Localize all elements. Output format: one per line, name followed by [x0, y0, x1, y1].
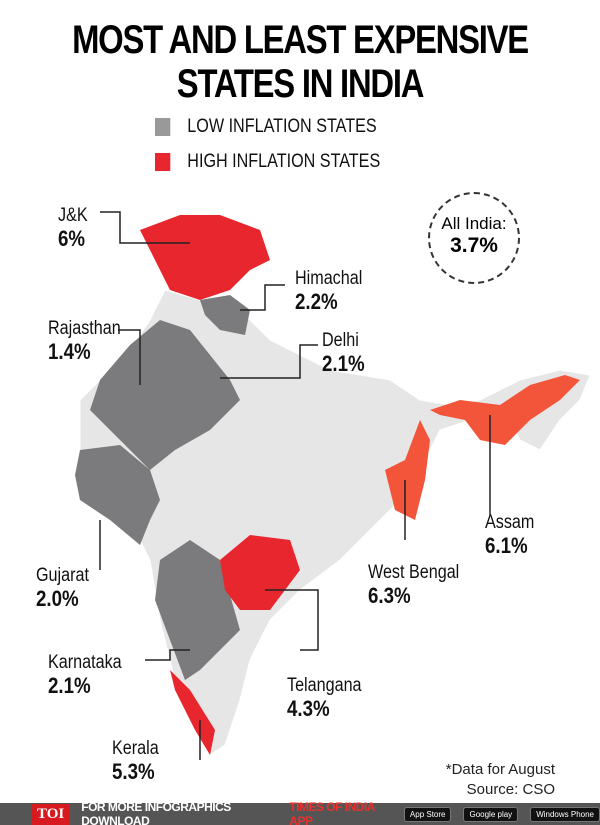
state-west-bengal: [385, 420, 430, 520]
label-rajasthan: Rajasthan 1.4%: [48, 318, 121, 364]
label-karnataka: Karnataka 2.1%: [48, 652, 122, 698]
legend-label-low: LOW INFLATION STATES: [187, 116, 377, 137]
legend-swatch-high: [155, 153, 171, 171]
state-telangana: [220, 535, 300, 610]
note-data-period: *Data for August: [445, 761, 555, 778]
state-assam: [430, 375, 580, 445]
label-west-bengal: West Bengal 6.3%: [368, 562, 460, 608]
state-karnataka: [155, 540, 240, 680]
state-himachal: [200, 295, 250, 335]
leader-jk: [100, 211, 190, 244]
label-telangana: Telangana 4.3%: [287, 675, 362, 721]
app-store-badge[interactable]: App Store: [403, 806, 452, 822]
all-india-badge: All India: 3.7%: [428, 192, 520, 284]
leader-telangana: [265, 589, 319, 651]
state-jk: [140, 215, 270, 300]
legend-swatch-low: [155, 118, 171, 136]
label-jk: J&K 6%: [58, 205, 88, 251]
title-line-1: MOST AND LEAST EXPENSIVE: [72, 18, 529, 62]
footer-app-name: TIMES OF INDIA APP: [289, 800, 375, 825]
leader-karnataka: [145, 649, 190, 661]
footer-text: FOR MORE INFOGRAPHICS DOWNLOAD: [81, 800, 231, 825]
state-gujarat: [75, 445, 160, 545]
state-kerala: [170, 670, 215, 755]
label-assam: Assam 6.1%: [485, 512, 535, 558]
legend-label-high: HIGH INFLATION STATES: [187, 151, 381, 172]
google-play-badge[interactable]: Google play: [463, 806, 519, 822]
title-line-2: STATES IN INDIA: [176, 62, 425, 106]
leader-delhi: [220, 344, 318, 379]
label-gujarat: Gujarat 2.0%: [36, 565, 89, 611]
label-himachal: Himachal 2.2%: [295, 268, 363, 314]
legend-high: HIGH INFLATION STATES: [155, 151, 380, 173]
note-source: Source: CSO: [466, 781, 555, 798]
all-india-value: 3.7%: [450, 234, 498, 257]
source-note: *Data for August Source: CSO: [446, 760, 555, 800]
state-rajasthan: [90, 320, 240, 470]
label-kerala: Kerala 5.3%: [112, 738, 159, 784]
india-map: [75, 211, 591, 760]
leader-himachal: [240, 284, 285, 311]
leader-rajasthan: [118, 329, 141, 385]
leader-lines: [99, 211, 491, 760]
label-delhi: Delhi 2.1%: [322, 330, 365, 376]
legend-low: LOW INFLATION STATES: [155, 116, 377, 138]
toi-logo: TOI: [32, 803, 70, 825]
state-delhi: [215, 375, 221, 381]
footer-bar: TOI FOR MORE INFOGRAPHICS DOWNLOAD TIMES…: [0, 800, 600, 825]
all-india-label: All India:: [441, 214, 507, 233]
windows-phone-badge[interactable]: Windows Phone: [530, 806, 600, 822]
